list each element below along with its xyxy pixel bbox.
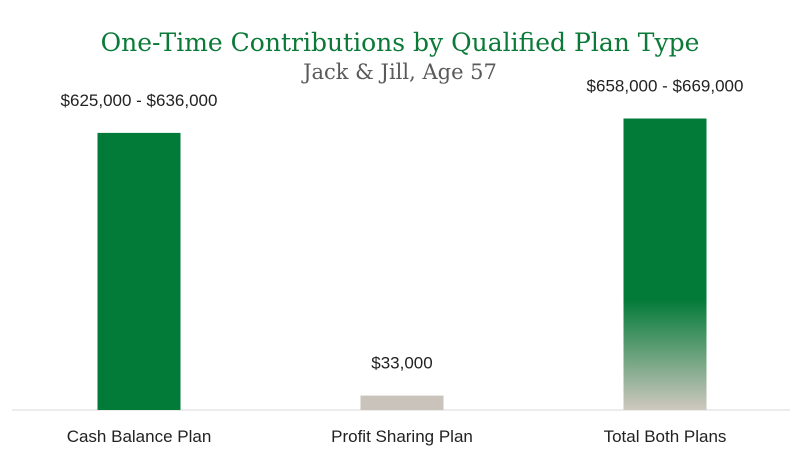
bar-profit-sharing — [360, 395, 444, 410]
data-label-profit-sharing: $33,000 — [371, 354, 432, 373]
chart-subtitle: Jack & Jill, Age 57 — [303, 60, 497, 84]
category-label-cash-balance: Cash Balance Plan — [67, 427, 212, 446]
chart-title: One-Time Contributions by Qualified Plan… — [100, 28, 700, 57]
data-label-cash-balance: $625,000 - $636,000 — [61, 91, 218, 110]
bar-cash-balance — [97, 132, 181, 410]
category-label-profit-sharing: Profit Sharing Plan — [331, 427, 473, 446]
bar-total-both — [623, 118, 707, 410]
category-label-total-both: Total Both Plans — [604, 427, 727, 446]
data-label-total-both: $658,000 - $669,000 — [587, 77, 744, 96]
